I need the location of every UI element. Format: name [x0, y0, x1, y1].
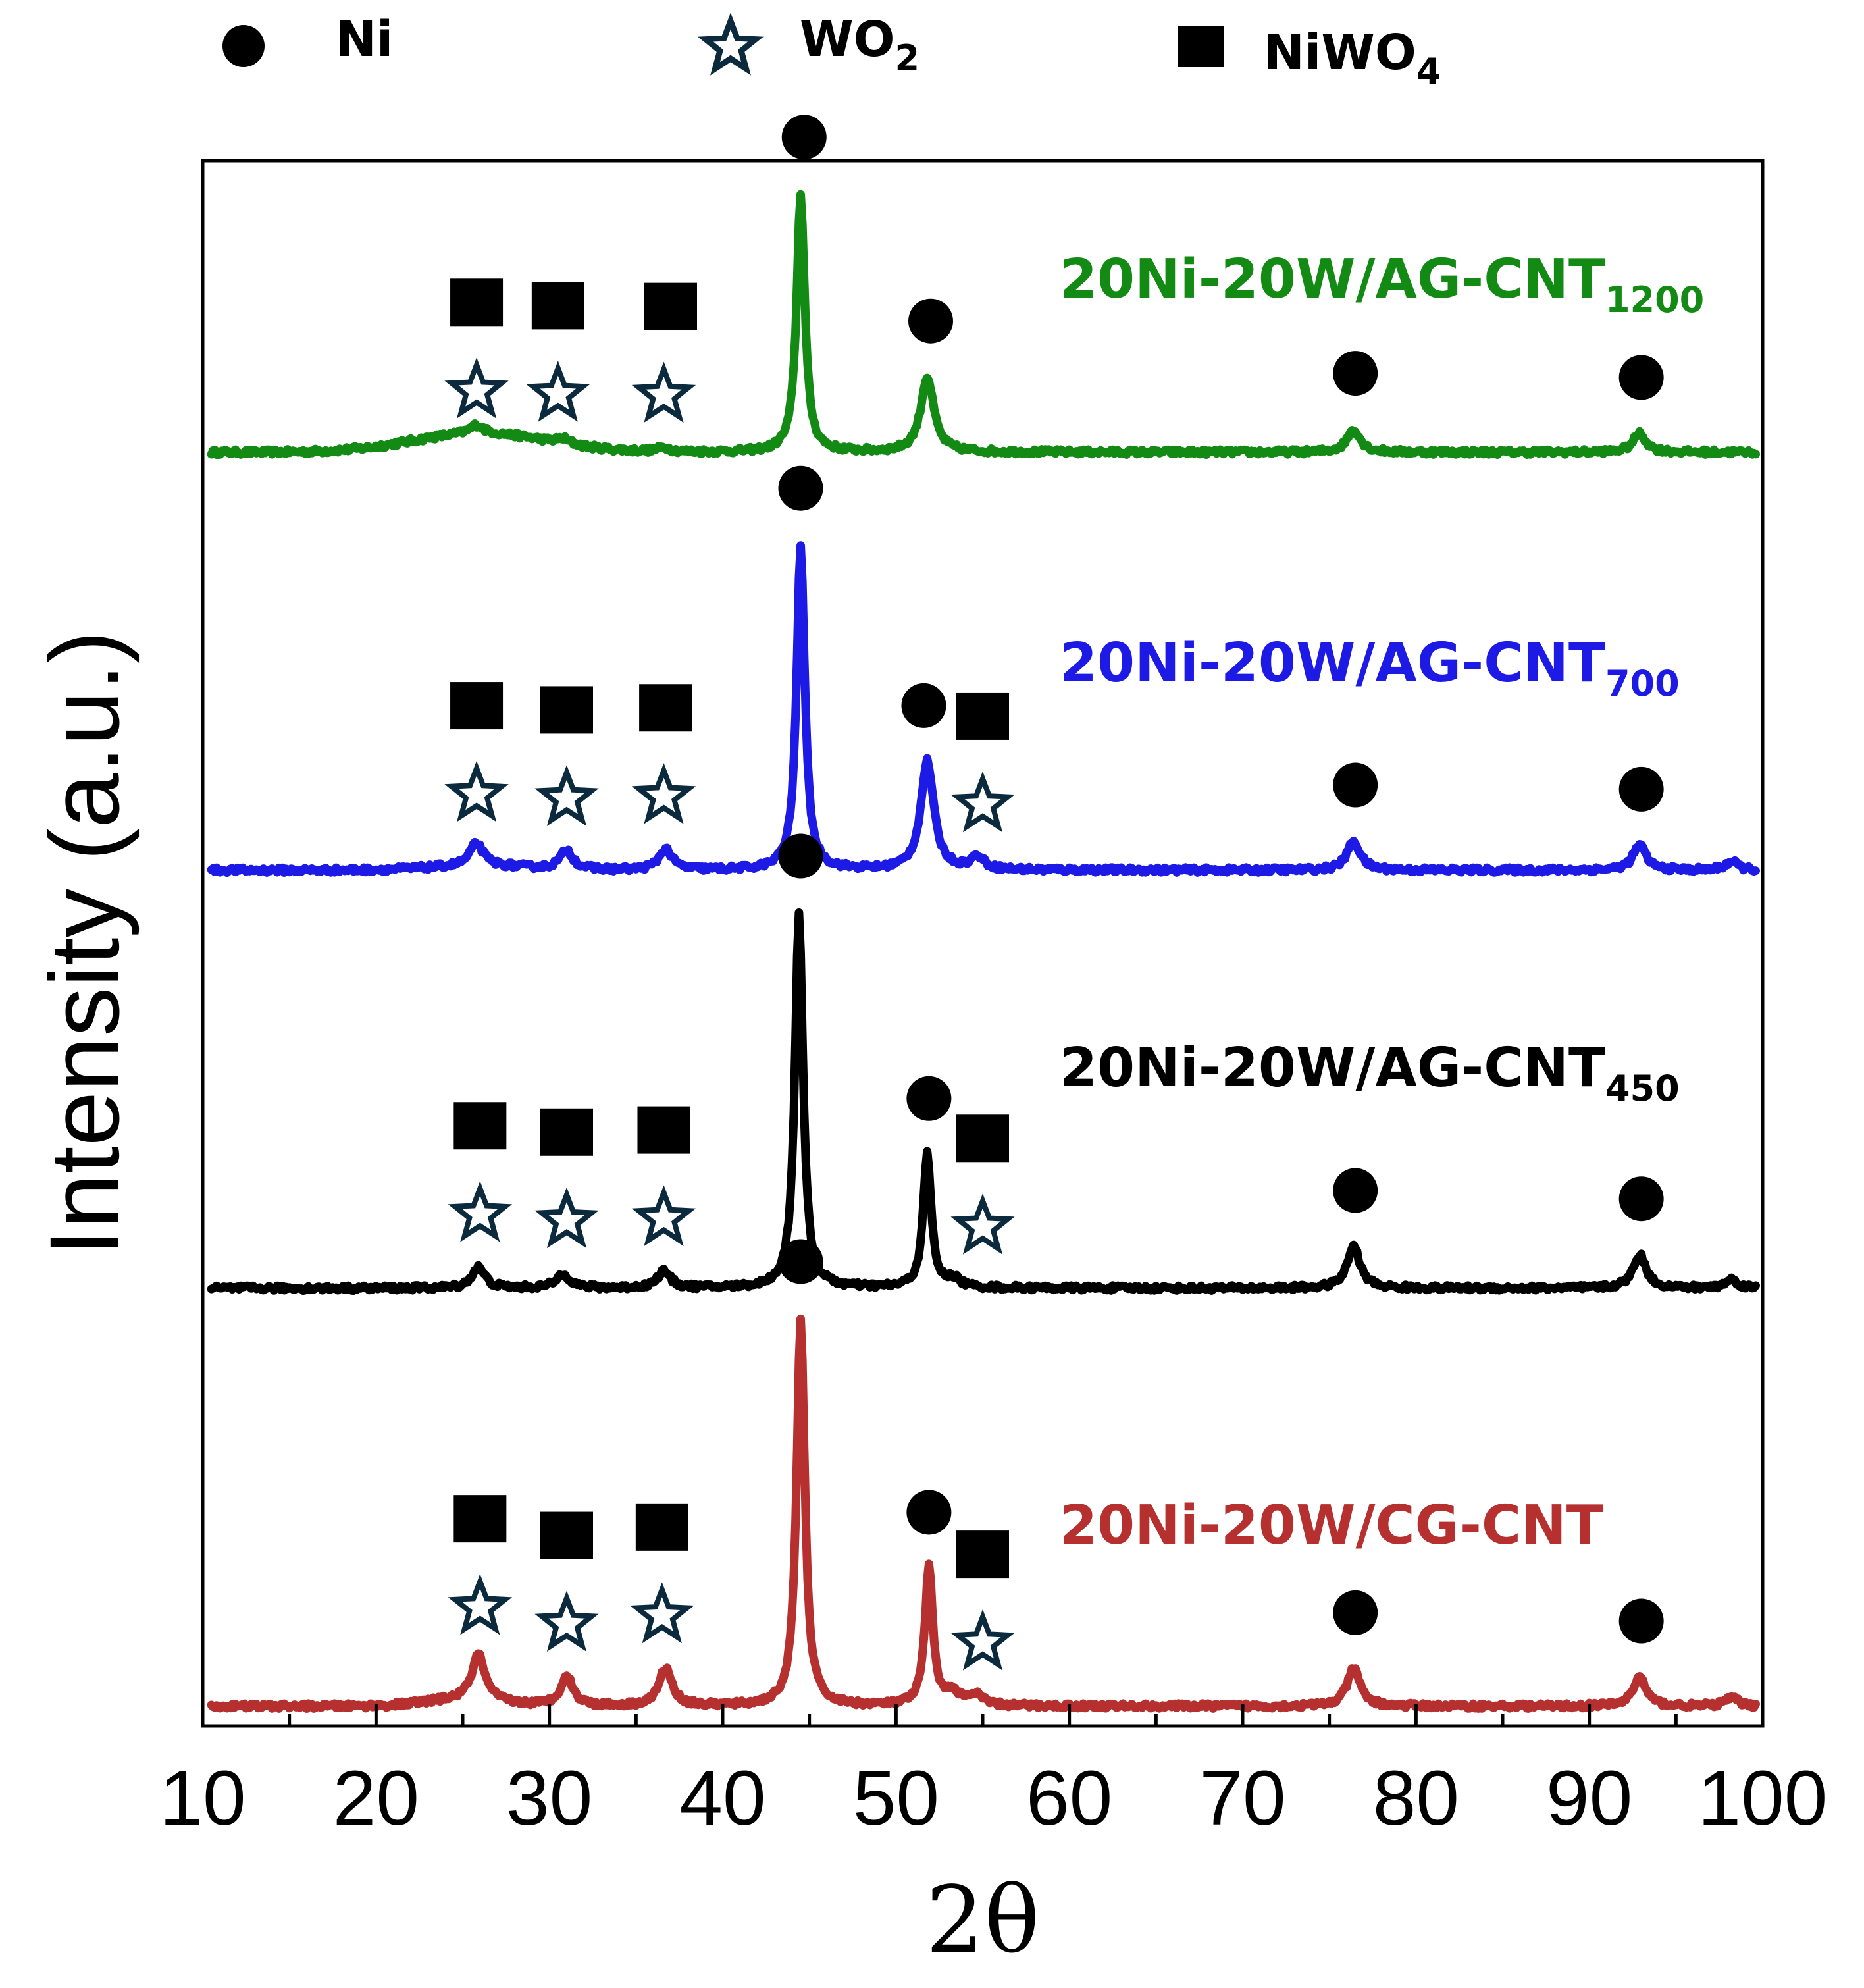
- x-tick-label-100: 100: [1698, 1755, 1828, 1842]
- ni-marker-20ni-20w-ag-cnt450-6: [778, 833, 823, 879]
- series-layer: [207, 190, 1760, 1713]
- series-label-ag-cnt1200: 20Ni-20W/AG-CNT1200: [1060, 248, 1704, 321]
- wo2-marker-20ni-20w-ag-cnt450-5: [631, 1185, 696, 1247]
- wo2-marker-20ni-20w-cg-cnt-1: [448, 1573, 513, 1635]
- x-axis-ticks: 10 20 30 40 50 60 70 80 90 100: [159, 1704, 1827, 1842]
- series-line-20ni-20w-ag-cnt700: [207, 541, 1760, 877]
- niwo4-marker-20ni-20w-ag-cnt450-0: [453, 1102, 507, 1150]
- x-tick-label-20: 20: [333, 1755, 419, 1842]
- legend-ni-circle-icon: [222, 25, 265, 67]
- x-tick-label-50: 50: [853, 1755, 939, 1842]
- wo2-marker-20ni-20w-ag-cnt700-5: [631, 763, 696, 824]
- y-axis-title: Intensity (a.u.): [29, 631, 140, 1256]
- ni-marker-20ni-20w-ag-cnt450-10: [1333, 1168, 1378, 1213]
- niwo4-marker-20ni-20w-cg-cnt-4: [635, 1503, 688, 1551]
- x-tick-label-30: 30: [506, 1755, 592, 1842]
- niwo4-marker-20ni-20w-cg-cnt-8: [956, 1530, 1009, 1579]
- wo2-marker-20ni-20w-ag-cnt700-3: [534, 765, 599, 826]
- ni-marker-20ni-20w-ag-cnt700-10: [1333, 762, 1378, 808]
- ni-marker-20ni-20w-ag-cnt450-11: [1618, 1176, 1664, 1222]
- wo2-marker-20ni-20w-ag-cnt450-1: [448, 1181, 513, 1242]
- series-label-cg-cnt: 20Ni-20W/CG-CNT: [1060, 1494, 1603, 1557]
- wo2-marker-20ni-20w-ag-cnt700-9: [950, 771, 1015, 833]
- wo2-marker-20ni-20w-ag-cnt1200-5: [631, 361, 696, 423]
- niwo4-marker-20ni-20w-ag-cnt450-2: [540, 1108, 593, 1156]
- niwo4-marker-20ni-20w-ag-cnt1200-0: [450, 278, 504, 327]
- niwo4-marker-20ni-20w-ag-cnt700-8: [956, 692, 1009, 740]
- niwo4-marker-20ni-20w-ag-cnt1200-4: [644, 282, 697, 330]
- wo2-marker-20ni-20w-ag-cnt450-3: [534, 1187, 599, 1249]
- ni-marker-20ni-20w-ag-cnt1200-7: [908, 298, 953, 344]
- legend-ni-label: Ni: [336, 11, 393, 68]
- niwo4-marker-20ni-20w-cg-cnt-0: [453, 1495, 507, 1543]
- ni-marker-20ni-20w-cg-cnt-11: [1618, 1598, 1664, 1644]
- wo2-marker-20ni-20w-ag-cnt1200-3: [526, 361, 590, 422]
- series-line-20ni-20w-ag-cnt450: [207, 908, 1760, 1295]
- x-tick-label-10: 10: [159, 1755, 246, 1842]
- series-label-ag-cnt700: 20Ni-20W/AG-CNT700: [1060, 632, 1680, 704]
- ni-marker-20ni-20w-ag-cnt1200-6: [781, 115, 827, 160]
- legend-wo2-star-icon: [698, 13, 764, 76]
- ni-marker-20ni-20w-ag-cnt700-11: [1618, 766, 1664, 812]
- ni-marker-20ni-20w-ag-cnt700-6: [778, 465, 823, 511]
- ni-marker-20ni-20w-cg-cnt-10: [1333, 1590, 1378, 1635]
- marker-layer: [444, 115, 1664, 1671]
- legend-wo2-label: WO2: [800, 11, 919, 79]
- niwo4-marker-20ni-20w-ag-cnt1200-2: [531, 282, 584, 330]
- x-tick-label-60: 60: [1026, 1755, 1112, 1842]
- legend: Ni WO2 NiWO4: [222, 11, 1441, 92]
- niwo4-marker-20ni-20w-ag-cnt700-4: [639, 684, 692, 732]
- ni-marker-20ni-20w-cg-cnt-6: [778, 1239, 823, 1284]
- x-tick-label-80: 80: [1373, 1755, 1459, 1842]
- x-axis-title: 2θ: [925, 1867, 1039, 1974]
- ni-marker-20ni-20w-ag-cnt1200-8: [1333, 351, 1378, 396]
- x-tick-label-40: 40: [679, 1755, 765, 1842]
- niwo4-marker-20ni-20w-ag-cnt450-8: [956, 1114, 1009, 1163]
- x-tick-label-90: 90: [1546, 1755, 1632, 1842]
- niwo4-marker-20ni-20w-ag-cnt450-4: [637, 1106, 690, 1154]
- legend-niwo4-label: NiWO4: [1264, 24, 1441, 92]
- wo2-marker-20ni-20w-ag-cnt450-9: [950, 1193, 1015, 1255]
- wo2-marker-20ni-20w-ag-cnt1200-1: [444, 357, 509, 419]
- wo2-marker-20ni-20w-cg-cnt-3: [534, 1590, 599, 1652]
- series-line-20ni-20w-ag-cnt1200: [207, 190, 1760, 459]
- ni-marker-20ni-20w-ag-cnt1200-9: [1618, 355, 1664, 400]
- series-line-20ni-20w-cg-cnt: [207, 1314, 1760, 1713]
- niwo4-marker-20ni-20w-ag-cnt700-2: [540, 686, 593, 734]
- niwo4-marker-20ni-20w-ag-cnt700-0: [450, 682, 504, 730]
- legend-niwo4-square-icon: [1178, 26, 1224, 67]
- wo2-marker-20ni-20w-cg-cnt-5: [630, 1582, 694, 1644]
- wo2-marker-20ni-20w-cg-cnt-9: [950, 1609, 1015, 1671]
- ni-marker-20ni-20w-ag-cnt700-7: [901, 683, 946, 728]
- niwo4-marker-20ni-20w-cg-cnt-2: [540, 1511, 593, 1559]
- ni-marker-20ni-20w-cg-cnt-7: [906, 1490, 952, 1535]
- wo2-marker-20ni-20w-ag-cnt700-1: [444, 760, 509, 822]
- series-label-ag-cnt450: 20Ni-20W/AG-CNT450: [1060, 1037, 1680, 1109]
- x-tick-label-70: 70: [1199, 1755, 1285, 1842]
- ni-marker-20ni-20w-ag-cnt450-7: [906, 1076, 952, 1121]
